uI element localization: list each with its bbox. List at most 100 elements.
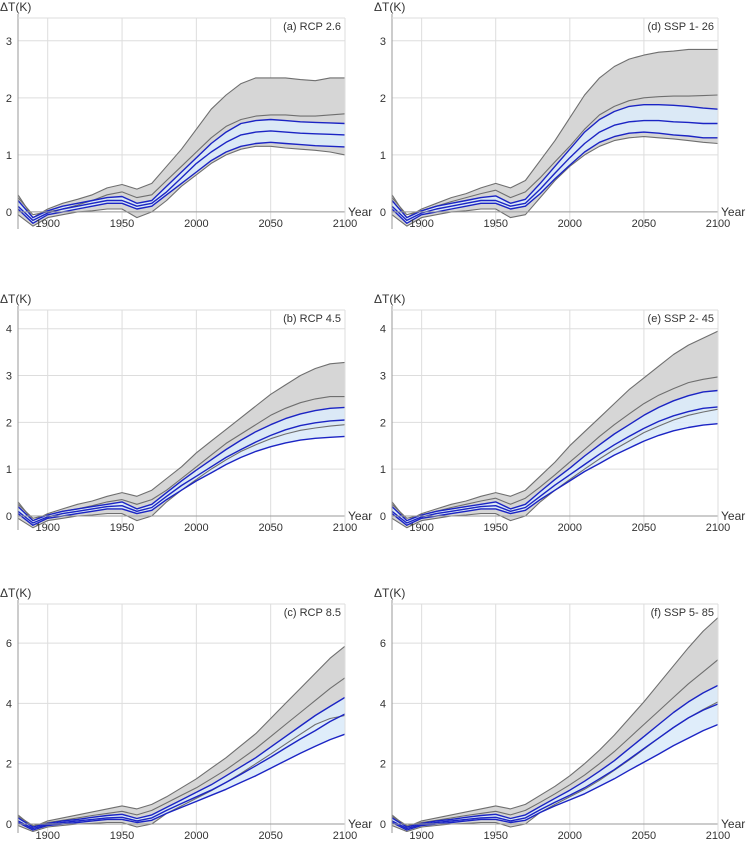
x-tick-label: 2000 (184, 522, 208, 534)
y-tick-label: 2 (6, 759, 12, 771)
y-tick-label: 1 (380, 464, 386, 476)
series-line-blue-upper (17, 406, 346, 522)
y-axis-title: ΔT(K) (374, 586, 405, 600)
panel-title: (e) SSP 2- 45 (648, 313, 714, 325)
series-line-grey-lower (17, 714, 346, 833)
grey-uncertainty-band (18, 362, 345, 528)
x-tick-label: 1900 (409, 218, 433, 230)
chart-panel: 1900 1950 2000 2050 2100 0 2 4 6 Year ΔT(K) (c) RCP… (0, 586, 372, 842)
series-line-blue-lower (17, 435, 346, 526)
series-line-grey-lower (17, 145, 346, 227)
y-tick-label: 3 (380, 36, 386, 48)
y-tick-label: 2 (6, 417, 12, 429)
x-tick-label: 1900 (35, 218, 59, 230)
grey-uncertainty-band (18, 646, 345, 832)
x-tick-label: 2000 (558, 830, 582, 842)
y-tick-label: 4 (6, 698, 12, 710)
grey-uncertainty-band (392, 617, 718, 832)
x-tick-label: 1900 (35, 830, 59, 842)
panel-title: (d) SSP 1- 26 (648, 21, 714, 33)
x-axis-title: Year (348, 509, 372, 523)
y-axis-title: ΔT(K) (374, 292, 405, 306)
x-tick-label: 1900 (409, 830, 433, 842)
series-line-grey-mid (391, 659, 719, 827)
y-tick-label: 4 (6, 324, 12, 336)
grey-uncertainty-band (18, 77, 345, 227)
panel-title: (c) RCP 8.5 (284, 607, 341, 619)
x-tick-label: 2050 (258, 522, 282, 534)
x-tick-label: 2050 (258, 830, 282, 842)
grey-uncertainty-band (392, 49, 718, 227)
x-tick-label: 2000 (558, 218, 582, 230)
x-tick-label: 2050 (632, 522, 656, 534)
series-line-grey-mid (17, 113, 346, 216)
series-line-blue-upper (391, 684, 719, 828)
x-axis-title: Year (348, 817, 372, 831)
y-tick-label: 4 (380, 324, 386, 336)
series-line-grey-upper (17, 361, 346, 522)
y-tick-label: 1 (380, 150, 386, 162)
x-tick-label: 2050 (632, 218, 656, 230)
y-axis-title: ΔT(K) (0, 586, 31, 600)
x-tick-label: 2100 (706, 830, 730, 842)
y-tick-label: 0 (6, 819, 12, 831)
series-line-grey-upper (391, 617, 719, 828)
panel-title: (a) RCP 2.6 (283, 21, 341, 33)
x-tick-label: 1900 (409, 522, 433, 534)
blue-uncertainty-band (18, 407, 345, 526)
series-line-blue-central (391, 119, 718, 222)
series-line-blue-lower (391, 723, 719, 831)
x-tick-label: 2050 (632, 830, 656, 842)
y-axis-title: ΔT(K) (374, 0, 405, 14)
x-tick-label: 1950 (110, 830, 134, 842)
y-tick-label: 2 (380, 93, 386, 105)
blue-uncertainty-band (392, 685, 718, 830)
series-line-blue-lower (17, 733, 346, 831)
y-tick-label: 4 (380, 698, 386, 710)
x-axis-title: Year (721, 817, 745, 831)
y-axis-title: ΔT(K) (0, 0, 31, 14)
series-line-blue-lower (17, 141, 346, 224)
y-tick-label: 6 (6, 638, 12, 650)
x-tick-label: 2100 (706, 218, 730, 230)
y-tick-label: 2 (380, 417, 386, 429)
y-tick-label: 2 (6, 93, 12, 105)
series-line-blue-central (17, 130, 346, 222)
x-tick-label: 2000 (184, 830, 208, 842)
x-tick-label: 1950 (483, 830, 507, 842)
chart-panel: 1900 1950 2000 2050 2100 0 1 2 3 Year ΔT(K) (a) RCP… (0, 0, 372, 230)
blue-uncertainty-band (392, 390, 718, 526)
x-tick-label: 2100 (333, 218, 357, 230)
series-line-blue-upper (17, 696, 346, 828)
series-line-grey-lower (391, 136, 719, 227)
series-line-blue-upper (17, 118, 346, 219)
y-tick-label: 2 (380, 759, 386, 771)
chart-panel: 1900 1950 2000 2050 2100 0 2 4 6 Year ΔT(K) (f) SSP… (374, 586, 745, 842)
x-tick-label: 2050 (258, 218, 282, 230)
y-tick-label: 6 (380, 638, 386, 650)
chart-panel: 1900 1950 2000 2050 2100 0 1 2 3 4 Year ΔT(K) (e) SS… (374, 292, 745, 534)
x-tick-label: 2100 (706, 522, 730, 534)
x-tick-label: 1950 (483, 218, 507, 230)
x-tick-label: 2000 (184, 218, 208, 230)
series-line-blue-upper (391, 104, 719, 219)
y-axis-title: ΔT(K) (0, 292, 31, 306)
series-line-blue-upper (391, 389, 719, 522)
x-axis-title: Year (348, 205, 372, 219)
chart-panel: 1900 1950 2000 2050 2100 0 1 2 3 Year ΔT(K) (d) SSP… (374, 0, 745, 230)
panel-title: (b) RCP 4.5 (283, 313, 341, 325)
series-line-blue-lower (391, 131, 718, 224)
y-tick-label: 3 (380, 371, 386, 383)
y-tick-label: 0 (6, 511, 12, 523)
series-line-grey-upper (391, 330, 719, 522)
y-tick-label: 0 (380, 819, 386, 831)
x-axis-title: Year (721, 205, 745, 219)
x-tick-label: 1900 (35, 522, 59, 534)
y-tick-label: 3 (6, 36, 12, 48)
series-line-grey-upper (391, 48, 718, 219)
blue-uncertainty-band (18, 119, 345, 224)
x-tick-label: 2000 (558, 522, 582, 534)
x-tick-label: 2100 (333, 522, 357, 534)
series-line-blue-central (391, 703, 719, 830)
